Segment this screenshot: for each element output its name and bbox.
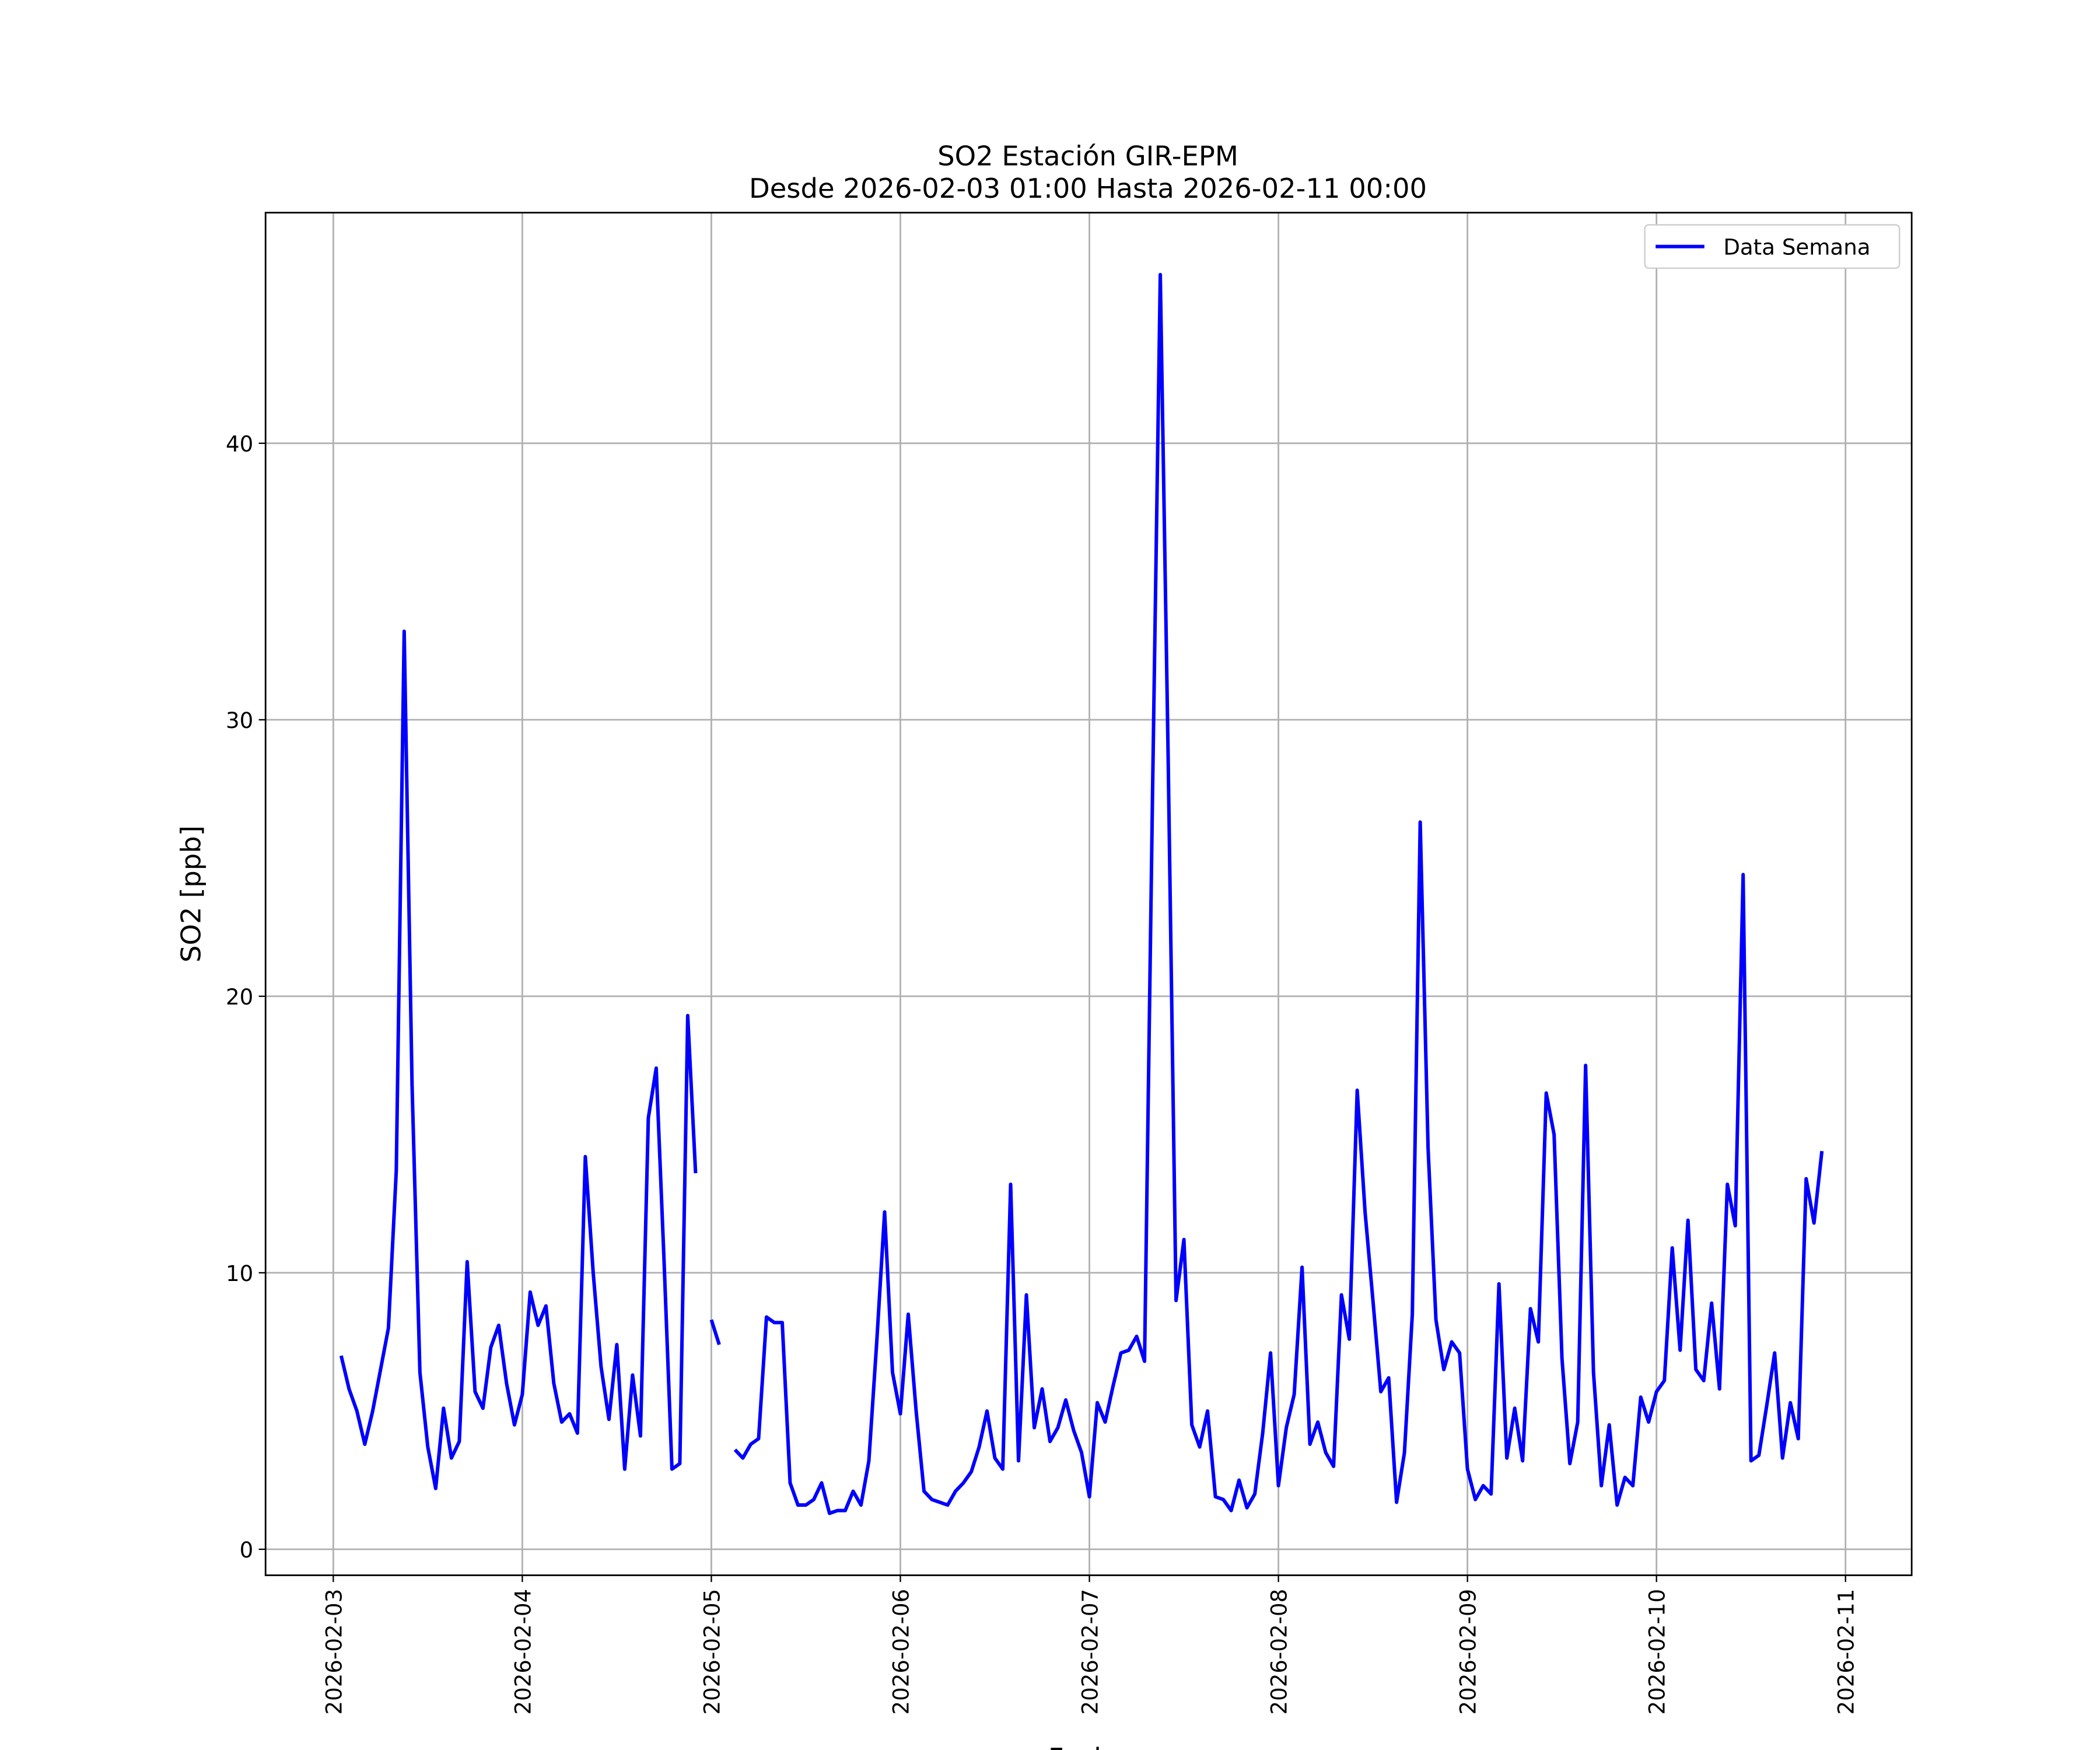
chart-title: SO2 Estación GIR-EPM [937, 140, 1238, 172]
y-tick-label: 10 [226, 1261, 253, 1286]
x-tick-label: 2026-02-09 [1456, 1589, 1481, 1715]
x-tick-label: 2026-02-03 [321, 1589, 346, 1715]
y-tick-label: 20 [226, 985, 253, 1010]
legend: Data Semana [1644, 224, 1901, 269]
axes-frame [264, 212, 1913, 1576]
data-line [339, 272, 1824, 1516]
x-tick-label: 2026-02-10 [1645, 1589, 1670, 1715]
x-tick-label: 2026-02-05 [699, 1589, 724, 1715]
x-axis-label: Fecha [1048, 1742, 1128, 1750]
y-tick-label: 30 [226, 708, 253, 733]
y-axis-label: SO2 [ppb] [176, 825, 207, 963]
x-tick-label: 2026-02-07 [1077, 1589, 1102, 1715]
y-tick-label: 40 [226, 432, 253, 457]
x-tick-label: 2026-02-04 [510, 1589, 536, 1715]
legend-box [1644, 224, 1901, 269]
legend-label: Data Semana [1723, 235, 1870, 260]
x-tick-label: 2026-02-08 [1267, 1589, 1292, 1715]
chart-subtitle: Desde 2026-02-03 01:00 Hasta 2026-02-11 … [749, 173, 1427, 204]
x-tick-label: 2026-02-06 [888, 1589, 914, 1715]
x-tick-label: 2026-02-11 [1834, 1589, 1859, 1715]
y-tick-label: 0 [240, 1538, 254, 1563]
